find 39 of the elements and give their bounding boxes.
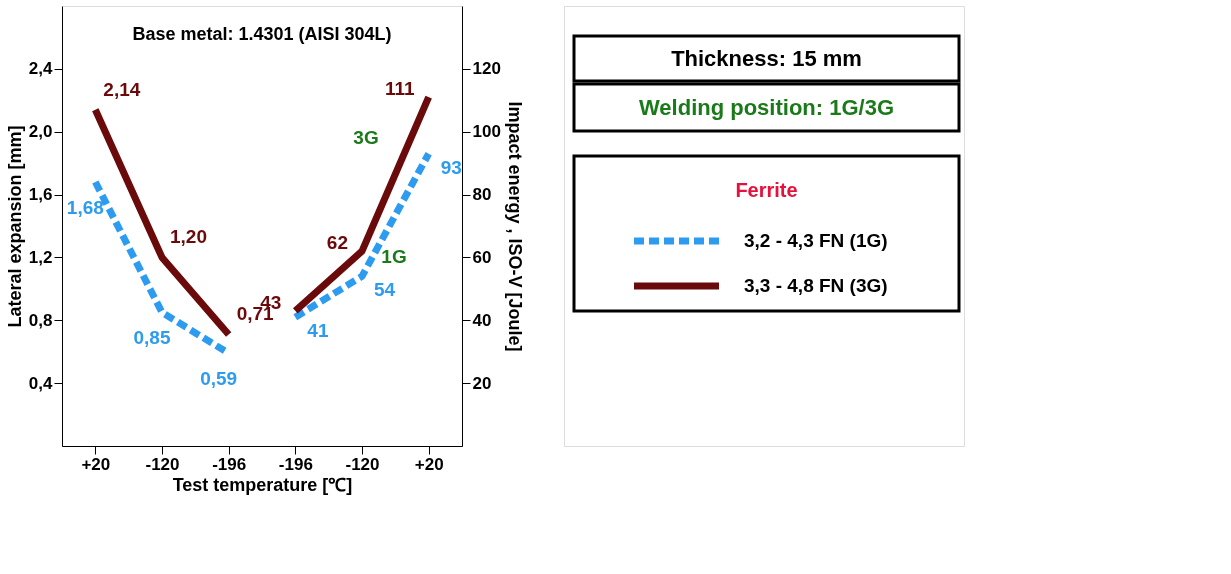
data-label: 41: [307, 320, 329, 342]
x-tick-label: +20: [414, 454, 444, 474]
data-label: 0,85: [133, 327, 171, 349]
legend-label: 3,2 - 4,3 FN (1G): [744, 230, 888, 251]
annotation: 1G: [381, 245, 407, 267]
y2-tick-label: 40: [472, 310, 492, 330]
x-tick-label: -120: [145, 454, 180, 474]
data-label: 1,20: [170, 226, 207, 248]
y2-tick-label: 60: [472, 247, 492, 267]
x-tick-label: +20: [81, 454, 111, 474]
data-label: 1,68: [66, 197, 104, 218]
y2-tick-label: 20: [472, 373, 492, 393]
y-tick-label: 0,8: [28, 310, 53, 330]
x-tick-label: -196: [278, 454, 313, 474]
legend-title: Ferrite: [735, 179, 798, 201]
y-tick-label: 1,2: [28, 247, 53, 267]
data-label: 2,14: [103, 78, 141, 100]
x-tick-label: -120: [345, 454, 380, 474]
x-tick-label: -196: [212, 454, 247, 474]
data-label: 0,59: [200, 368, 238, 390]
y-tick-label: 0,4: [28, 373, 54, 393]
y2-tick-label: 120: [472, 59, 501, 79]
data-label: 111: [385, 78, 416, 100]
annotation: Base metal: 1.4301 (AISI 304L): [132, 24, 392, 44]
text: Welding position: 1G/3G: [638, 94, 895, 120]
annotation: 3G: [353, 127, 379, 148]
data-label: 93: [440, 156, 462, 178]
legend-label: 3,3 - 4,8 FN (3G): [744, 275, 888, 296]
y2-tick-label: 100: [472, 122, 501, 142]
y-tick-label: 2,4: [28, 59, 54, 79]
y2-tick-label: 80: [472, 185, 492, 205]
y-tick-label: 1,6: [28, 185, 53, 205]
y-axis-title: Lateral expansion [mm]: [4, 125, 25, 328]
text: Thickness: 15 mm: [671, 45, 862, 71]
data-label: 62: [326, 232, 348, 254]
y-tick-label: 2,0: [28, 122, 53, 142]
data-label: 54: [374, 279, 396, 301]
x-axis-title: Test temperature [℃]: [172, 474, 353, 495]
y2-axis-title: Impact energy , ISO-V [Joule]: [504, 101, 525, 352]
